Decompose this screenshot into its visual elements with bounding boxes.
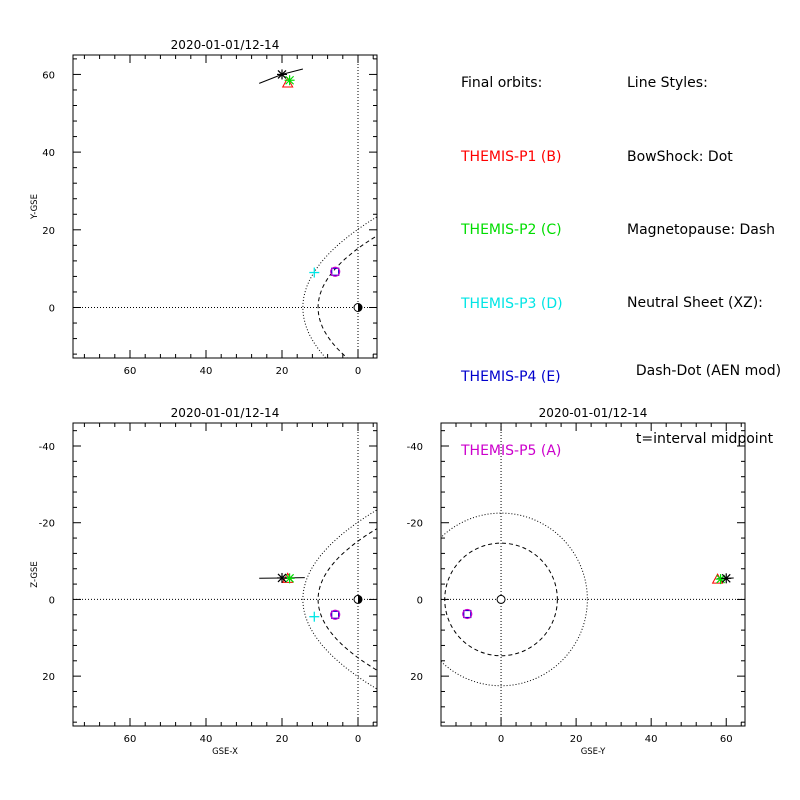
- marker-asterisk: [284, 75, 295, 86]
- y-tick-label: 40: [42, 148, 55, 159]
- earth-symbol: [496, 594, 506, 604]
- legend-style-magnetopause: Magnetopause: Dash: [627, 222, 776, 238]
- chart-panel-2: 60 40 20 0 20 0 -20 -40 2020-01-01/12-14 GSE-X Z-G…: [30, 406, 378, 757]
- plot-area: [73, 423, 377, 726]
- bowshock-curve: [441, 512, 588, 687]
- orbit-position-star: [277, 572, 287, 583]
- y-tick-label: 20: [42, 672, 55, 683]
- ticks: [73, 55, 377, 358]
- legend-styles-title: Line Styles:: [627, 75, 708, 91]
- y-axis-label: Y-GSE: [30, 194, 40, 220]
- plot-frame: [72, 422, 378, 727]
- marker-square: [331, 610, 340, 619]
- marker-circle: [330, 266, 341, 277]
- x-axis-label: GSE-X: [212, 747, 238, 757]
- x-tick-label: 20: [570, 734, 583, 745]
- marker-square: [463, 609, 472, 619]
- x-axis-label: GSE-Y: [581, 747, 606, 757]
- x-tick-label: 20: [276, 366, 289, 377]
- legend-style-midpoint: t=interval midpoint: [627, 431, 774, 447]
- chart-panel-3: 0 20 40 60 20 0 -20 -40 2020-01-01/12-14 GSE-Y: [407, 406, 746, 757]
- x-tick-label: 0: [355, 366, 361, 377]
- legend-orbits-title: Final orbits:: [461, 75, 543, 91]
- x-tick-label: 0: [498, 734, 504, 745]
- legend-probe-p2: THEMIS-P2 (C): [461, 222, 562, 238]
- x-tick-label: 60: [720, 734, 733, 745]
- plot-frame: [440, 422, 746, 727]
- y-tick-label: 20: [42, 226, 55, 237]
- y-tick-label: 0: [49, 595, 55, 606]
- x-tick-label: 20: [276, 734, 289, 745]
- x-tick-label: 40: [200, 366, 213, 377]
- chart-title: 2020-01-01/12-14: [171, 38, 280, 52]
- chart-title: 2020-01-01/12-14: [171, 406, 280, 420]
- final-orbits-legend: Final orbits: THEMIS-P1 (B) THEMIS-P2 (C…: [461, 22, 563, 488]
- legend-probe-p5: THEMIS-P5 (A): [461, 442, 562, 459]
- legend-style-bowshock: BowShock: Dot: [627, 148, 733, 165]
- y-tick-label: -20: [39, 519, 55, 530]
- legend-probe-p1: THEMIS-P1 (B): [461, 148, 562, 165]
- x-tick-label: 0: [355, 734, 361, 745]
- plot-frame: [72, 54, 378, 359]
- earth-night-side: [358, 303, 362, 312]
- y-tick-label: 60: [42, 70, 55, 81]
- ticks: [440, 423, 745, 726]
- ticks: [73, 423, 377, 726]
- marker-square: [331, 267, 340, 276]
- chart-title: 2020-01-01/12-14: [539, 406, 648, 420]
- y-tick-label: 0: [49, 304, 55, 315]
- legend-style-neutral-sheet: Neutral Sheet (XZ):: [627, 295, 763, 311]
- earth-night-side: [358, 595, 362, 604]
- line-styles-legend: Line Styles: BowShock: Dot Magnetopause:…: [627, 22, 781, 471]
- orbit-position-star: [277, 69, 287, 80]
- marker-circle: [330, 609, 341, 620]
- y-tick-label: -40: [407, 442, 423, 453]
- x-tick-label: 60: [124, 366, 137, 377]
- y-tick-label: -20: [407, 519, 423, 530]
- orbit-position-star: [721, 573, 732, 584]
- y-tick-label: 20: [410, 672, 423, 683]
- legend-style-dash-dot: Dash-Dot (AEN mod): [627, 363, 782, 379]
- x-tick-label: 40: [645, 734, 658, 745]
- marker-plus: [309, 611, 320, 622]
- y-tick-label: -40: [39, 442, 55, 453]
- legend-probe-p3: THEMIS-P3 (D): [461, 295, 563, 312]
- marker-plus: [309, 267, 320, 278]
- marker-circle: [462, 608, 473, 620]
- legend-probe-p4: THEMIS-P4 (E): [461, 369, 561, 385]
- y-tick-label: 0: [417, 595, 423, 606]
- chart-panel-1: 60 40 20 0 0 20 40 60 2020-01-01/12-14 Y-GSE: [30, 38, 378, 377]
- x-tick-label: 60: [124, 734, 137, 745]
- y-axis-label: Z-GSE: [30, 561, 40, 587]
- plot-area: [73, 55, 377, 358]
- x-tick-label: 40: [200, 734, 213, 745]
- magnetopause-curve: [317, 528, 377, 671]
- magnetopause-curve: [317, 235, 377, 358]
